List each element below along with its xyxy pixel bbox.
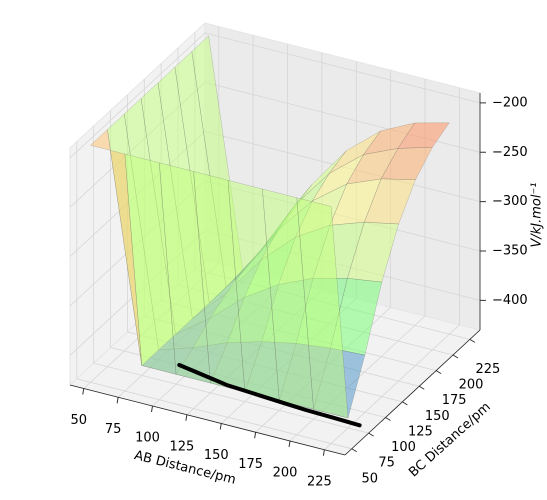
y-tick-label: 100 (391, 440, 416, 455)
grid-line (324, 87, 460, 451)
x-axis-line (69, 384, 346, 456)
z-tick-label: −200 (492, 95, 528, 110)
surface-cell (363, 178, 416, 225)
grid-line (76, 141, 352, 450)
surface (89, 35, 450, 428)
z-tick-label: −250 (492, 145, 528, 160)
y-tick (351, 448, 358, 453)
y-tick (368, 432, 374, 437)
y-tick-label: 125 (408, 424, 433, 439)
z-axis-label: V/kJ.mol⁻¹ (530, 182, 545, 247)
y-tick-label: 200 (459, 378, 484, 393)
x-tick (219, 423, 222, 430)
x-tick-label: 200 (273, 466, 298, 481)
y-tick-label: 150 (425, 409, 450, 424)
x-tick-label: 50 (70, 413, 87, 428)
grid-line (69, 32, 481, 159)
surface-cell (296, 197, 349, 419)
trajectory (177, 363, 362, 428)
y-tick-label: 50 (361, 471, 378, 486)
x-tick (151, 405, 153, 413)
x-tick-label: 175 (238, 457, 263, 472)
z-tick-label: −400 (492, 293, 528, 308)
y-tick (402, 401, 408, 406)
z-tick-label: −300 (492, 194, 528, 209)
x-tick (82, 388, 85, 395)
y-tick (452, 354, 459, 359)
y-axis-label: BC Distance/pm (406, 400, 493, 481)
y-tick (418, 385, 425, 390)
x-tick (116, 397, 119, 404)
x-tick (288, 440, 291, 448)
x-tick-label: 150 (204, 448, 229, 463)
y-tick-label: 75 (378, 456, 395, 471)
x-tick (254, 432, 257, 439)
y-tick-label: 175 (442, 393, 467, 408)
x-tick (322, 449, 325, 456)
z-tick-label: −350 (492, 244, 528, 259)
x-tick-label: 225 (307, 474, 332, 489)
y-tick (469, 338, 476, 343)
x-tick-label: 125 (169, 439, 194, 454)
x-tick-label: 75 (105, 422, 122, 437)
y-tick-label: 225 (475, 362, 500, 377)
x-tick (185, 414, 188, 421)
y-tick (435, 370, 442, 375)
x-tick-label: 100 (135, 431, 160, 446)
y-axis-line (344, 329, 481, 456)
grid-line (93, 126, 369, 434)
y-tick (385, 417, 391, 421)
